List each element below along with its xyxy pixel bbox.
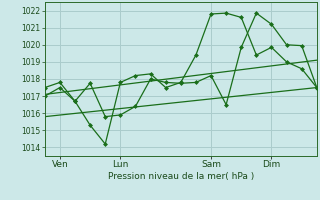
X-axis label: Pression niveau de la mer( hPa ): Pression niveau de la mer( hPa ) [108, 172, 254, 181]
